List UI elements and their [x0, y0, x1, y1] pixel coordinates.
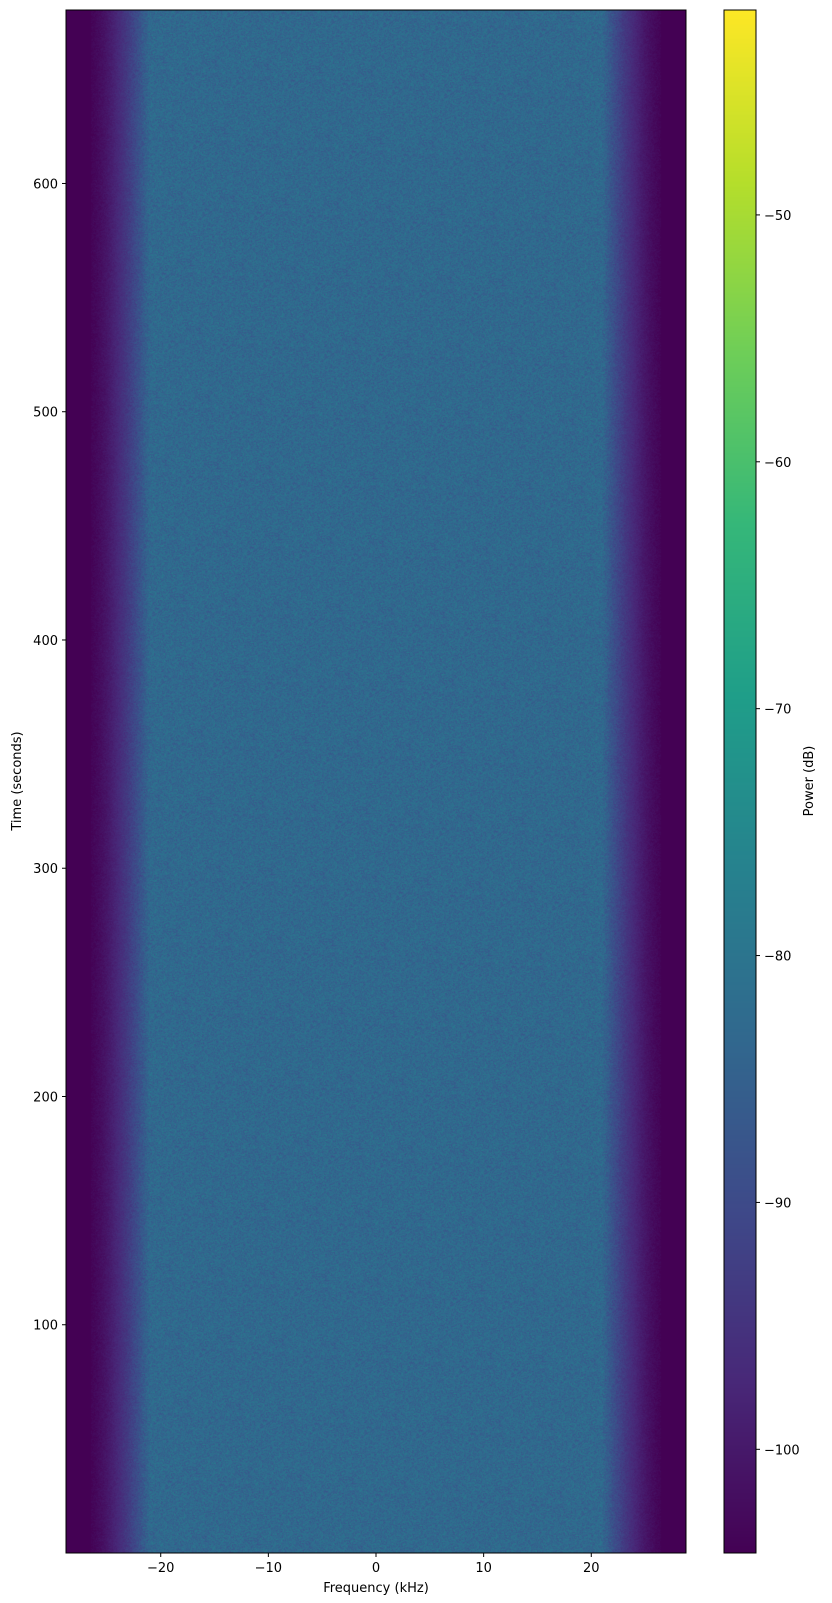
- colorbar-frame: [723, 9, 757, 1554]
- colorbar-tick-label: −70: [764, 703, 791, 718]
- plot-frame: [65, 9, 687, 1554]
- y-tick-label: 300: [33, 862, 58, 877]
- colorbar-label: Power (dB): [802, 746, 817, 817]
- x-tick-label: 0: [372, 1561, 380, 1576]
- x-axis: −20 −10 0 10 20: [147, 1553, 600, 1576]
- x-tick-label: 20: [583, 1561, 600, 1576]
- colorbar-axis: −50 −60 −70 −80 −90 −100: [756, 209, 800, 1458]
- x-tick-label: −20: [147, 1561, 174, 1576]
- x-tick-label: 10: [475, 1561, 492, 1576]
- y-tick-label: 100: [33, 1319, 58, 1334]
- y-tick-label: 600: [33, 177, 58, 192]
- colorbar-gradient: [724, 10, 756, 1553]
- colorbar-tick-label: −60: [764, 456, 791, 471]
- colorbar-tick-label: −90: [764, 1196, 791, 1211]
- x-axis-label: Frequency (kHz): [323, 1581, 429, 1596]
- y-tick-label: 200: [33, 1090, 58, 1105]
- colorbar-tick-label: −80: [764, 950, 791, 965]
- colorbar-tick-label: −50: [764, 209, 791, 224]
- y-axis: 100 200 300 400 500 600: [33, 177, 66, 1334]
- y-tick-label: 500: [33, 406, 58, 421]
- colorbar-tick-label: −100: [764, 1443, 800, 1458]
- x-tick-label: −10: [255, 1561, 282, 1576]
- y-tick-label: 400: [33, 634, 58, 649]
- y-axis-label: Time (seconds): [10, 731, 25, 831]
- spectrogram-image: [66, 10, 686, 1553]
